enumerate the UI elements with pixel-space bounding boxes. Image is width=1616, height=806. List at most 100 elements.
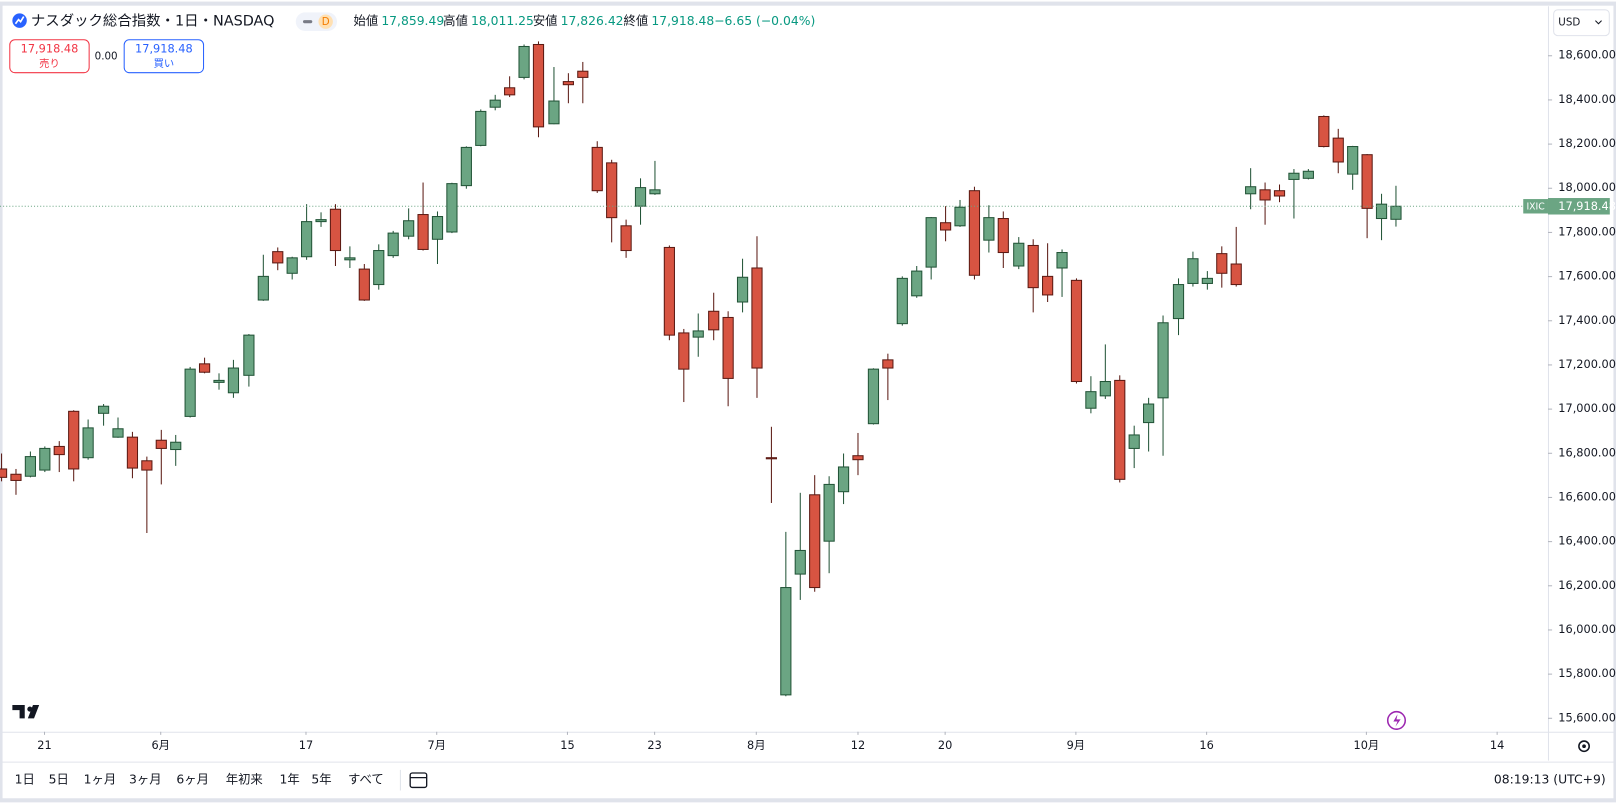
x-tick-label: 12 xyxy=(851,738,865,752)
candle-body xyxy=(504,87,516,96)
candle-body xyxy=(809,494,821,589)
ohlc-label: 始値 xyxy=(354,13,379,28)
candle-body xyxy=(794,549,806,575)
y-tick-label: 16,800.00 xyxy=(1558,445,1616,459)
change: −6.65 (−0.04%) xyxy=(714,14,815,28)
range-button[interactable]: 年初来 xyxy=(226,773,263,787)
candle-body xyxy=(1288,172,1300,180)
x-tick-label: 6月 xyxy=(151,738,170,752)
candle-body xyxy=(1085,391,1097,409)
currency: USD xyxy=(1558,17,1580,29)
settings-icon[interactable] xyxy=(1578,740,1590,753)
range-button[interactable]: 5日 xyxy=(49,773,69,787)
buy-button[interactable] xyxy=(123,39,205,74)
candle-body xyxy=(649,189,661,195)
status-dash xyxy=(303,20,313,24)
candle-body xyxy=(1027,244,1039,289)
sell-button[interactable] xyxy=(9,39,90,74)
candle-body xyxy=(39,447,51,471)
candle-body xyxy=(1245,186,1257,195)
calendar-icon[interactable] xyxy=(409,772,428,789)
candle-body xyxy=(867,368,880,425)
symbol-tag-text: IXIC xyxy=(1526,201,1544,212)
candle-body xyxy=(882,359,894,369)
x-tick-label: 15 xyxy=(560,738,574,752)
candle-body xyxy=(1187,258,1199,284)
currency-dropdown[interactable] xyxy=(1553,9,1610,37)
symbol-tag xyxy=(1523,199,1548,214)
candle-body xyxy=(1332,137,1344,163)
candle-body xyxy=(606,162,618,219)
dropdown-arrow xyxy=(1595,20,1602,25)
candle-body xyxy=(141,460,153,471)
logo-dot xyxy=(27,706,33,712)
x-tick-label: 7月 xyxy=(427,738,446,752)
x-tick-label: 23 xyxy=(647,738,661,752)
candle-body xyxy=(1070,279,1083,383)
range-button[interactable]: 5年 xyxy=(311,773,331,787)
candle-body xyxy=(24,456,37,477)
range-button[interactable]: 1ヶ月 xyxy=(84,773,117,787)
x-tick-label: 8月 xyxy=(747,738,766,752)
x-tick-label: 17 xyxy=(299,738,313,752)
candle-body xyxy=(751,267,763,369)
price-tag-text: 17,918.48 xyxy=(1558,199,1616,213)
candle-body xyxy=(1201,277,1213,284)
sell-label: 売り xyxy=(39,57,60,70)
y-tick-label: 16,600.00 xyxy=(1558,489,1616,503)
range-button[interactable]: 1日 xyxy=(15,773,35,787)
candle-body xyxy=(562,81,574,86)
range-button[interactable]: 6ヶ月 xyxy=(176,773,209,787)
candle-body xyxy=(548,100,560,125)
y-tick-label: 18,200.00 xyxy=(1558,136,1616,150)
candle-body xyxy=(997,218,1009,254)
candle-body xyxy=(417,214,429,250)
candle-body xyxy=(315,219,327,223)
candle-body xyxy=(286,257,298,274)
candle-body xyxy=(344,257,356,261)
candle-body xyxy=(1318,115,1330,148)
range-button[interactable]: すべて xyxy=(348,773,384,787)
candle-body xyxy=(126,436,139,469)
candle-body xyxy=(1114,379,1126,480)
alert-icon-glyph xyxy=(1393,714,1401,727)
plot-area: 15,600.00 15,800.00 16,000.00 16,200.00 16,4… xyxy=(0,41,1616,752)
candle-body xyxy=(272,251,284,264)
y-tick-label: 18,000.00 xyxy=(1558,180,1616,194)
candle-body xyxy=(446,183,458,233)
buy-label: 買い xyxy=(154,58,175,70)
candle-body xyxy=(1157,322,1169,399)
candle-body xyxy=(184,368,196,417)
candle-body xyxy=(852,455,864,461)
buy-price: 17,918.48 xyxy=(135,42,193,56)
candle-body xyxy=(708,310,720,331)
range-button[interactable]: 1年 xyxy=(279,773,299,787)
candle-body xyxy=(82,427,94,459)
y-tick-label: 18,600.00 xyxy=(1558,48,1616,62)
ohlc-label: 高値 xyxy=(443,13,468,28)
candle-body xyxy=(475,110,487,146)
candle-body xyxy=(925,217,937,268)
candle-body xyxy=(1172,284,1185,320)
candle-body xyxy=(663,246,675,336)
range-button[interactable]: 3ヶ月 xyxy=(129,773,162,787)
interval-badge-text: D xyxy=(322,16,330,28)
ohlc-value: 17,918.48 xyxy=(651,14,714,28)
clock: 08:19:13 (UTC+9) xyxy=(1494,773,1606,787)
candle-body xyxy=(1361,154,1373,209)
candle-body xyxy=(170,441,182,451)
candle-body xyxy=(301,221,313,258)
candle-body xyxy=(1273,190,1286,197)
ohlc-label: 安値 xyxy=(533,13,558,28)
candle-body xyxy=(227,367,240,394)
y-tick-label: 17,800.00 xyxy=(1558,224,1616,238)
symbol-icon-glyph xyxy=(14,16,25,25)
candle-body xyxy=(823,483,835,542)
candle-body xyxy=(1230,263,1242,286)
x-tick-label: 9月 xyxy=(1067,738,1086,752)
candle-body xyxy=(403,220,415,237)
candle-body xyxy=(911,270,923,297)
candle-body xyxy=(968,190,981,276)
